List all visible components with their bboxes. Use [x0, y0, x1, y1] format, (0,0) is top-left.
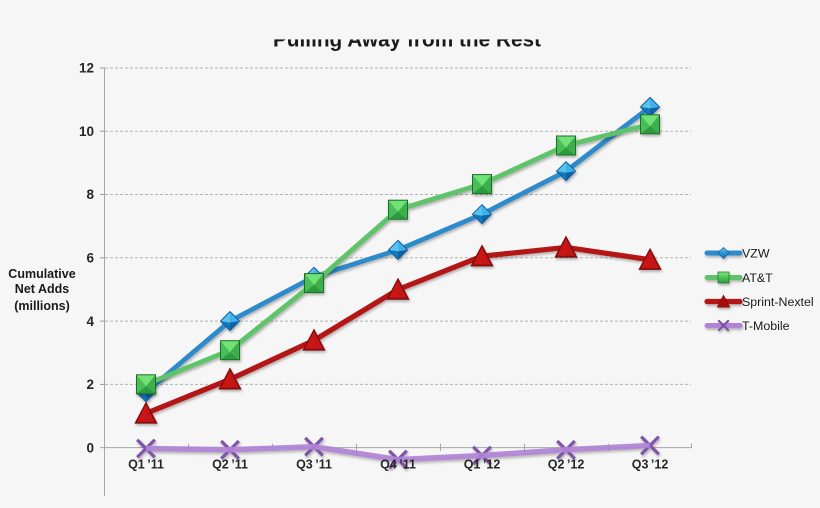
svg-text:0: 0 — [86, 440, 94, 455]
svg-text:T-Mobile: T-Mobile — [742, 319, 790, 333]
svg-text:4: 4 — [86, 314, 94, 329]
svg-text:Q1 ’12: Q1 ’12 — [464, 457, 501, 471]
svg-text:VZW: VZW — [742, 247, 770, 261]
svg-text:AT&T: AT&T — [742, 271, 773, 285]
svg-text:Q3 ’11: Q3 ’11 — [296, 457, 332, 471]
svg-text:Cumulative: Cumulative — [8, 267, 75, 281]
svg-text:Sprint-Nextel: Sprint-Nextel — [742, 295, 814, 309]
svg-text:Q3 ’12: Q3 ’12 — [632, 457, 669, 471]
svg-text:10: 10 — [79, 124, 94, 139]
svg-text:12: 12 — [79, 61, 94, 76]
svg-text:2: 2 — [86, 377, 94, 392]
svg-text:6: 6 — [86, 251, 94, 266]
svg-text:Q2 ’11: Q2 ’11 — [212, 457, 248, 471]
svg-text:8: 8 — [86, 187, 94, 202]
svg-text:(millions): (millions) — [14, 299, 70, 313]
svg-text:Net Adds: Net Adds — [15, 282, 69, 296]
svg-text:Q4 ’11: Q4 ’11 — [380, 457, 416, 471]
svg-text:Q2 ’12: Q2 ’12 — [548, 457, 585, 471]
svg-text:Q1 ’11: Q1 ’11 — [128, 457, 164, 471]
